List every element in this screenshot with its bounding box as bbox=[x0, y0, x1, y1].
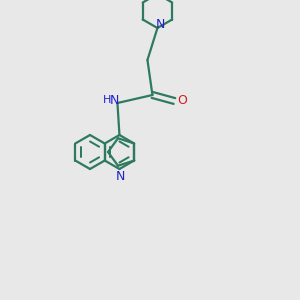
Text: O: O bbox=[178, 94, 188, 107]
Text: H: H bbox=[103, 95, 112, 105]
Text: N: N bbox=[116, 169, 125, 182]
Text: N: N bbox=[156, 19, 165, 32]
Text: N: N bbox=[110, 94, 119, 106]
